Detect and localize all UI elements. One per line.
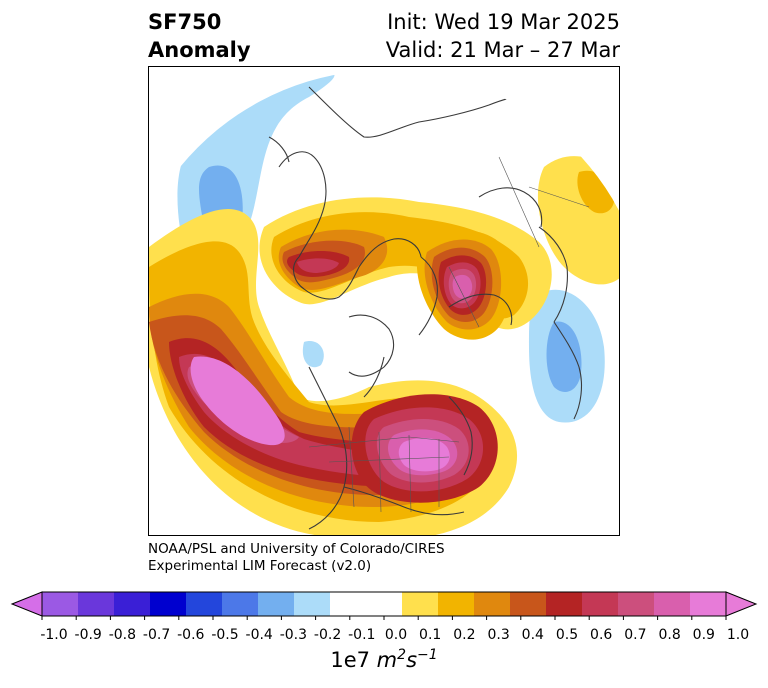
colorbar-swatch [42,592,79,616]
colorbar-swatch [186,592,223,616]
colorbar-swatch [330,592,367,616]
colorbar-tick-label: -0.1 [348,627,376,643]
units-prefix: 1e7 [330,648,370,672]
colorbar-swatch [258,592,295,616]
units-s: s [406,648,418,672]
colorbar-swatch [582,592,619,616]
colorbar-tick-label: -0.9 [74,627,102,643]
field-name: SF750 [148,10,222,34]
colorbar-tick-label: 0.4 [521,627,544,643]
colorbar-tick-label: -0.7 [142,627,171,643]
colorbar-swatch [546,592,583,616]
colorbar-tick-label: 0.2 [453,627,476,643]
colorbar-swatch [654,592,691,616]
credit-text: NOAA/PSL and University of Colorado/CIRE… [148,541,445,575]
colorbar-swatch [150,592,187,616]
colorbar-swatch [618,592,655,616]
pole-marker [380,297,390,307]
colorbar-swatch [438,592,475,616]
credit-line-2: Experimental LIM Forecast (v2.0) [148,558,372,574]
valid-range: Valid: 21 Mar – 27 Mar [385,38,620,62]
negative-anomaly-europe [529,289,605,423]
title-right: Init: Wed 19 Mar 2025 Valid: 21 Mar – 27… [386,8,620,64]
colorbar-swatch [510,592,547,616]
colorbar-tick-label: -0.8 [108,627,137,643]
political-borders [308,156,590,513]
units-m: m [376,648,398,672]
colorbar-swatch [402,592,439,616]
colorbar-swatch [690,592,727,616]
colorbar-tick-label: -0.6 [177,627,205,643]
negative-anomaly-arctic [302,341,324,368]
colorbar-swatch [474,592,511,616]
colorbar-tick-label: 0.0 [384,627,408,643]
colorbar-over-arrow [725,591,758,617]
title-left: SF750 Anomaly [148,8,251,64]
colorbar-swatch [366,592,403,616]
globe-disc [149,70,619,535]
colorbar-tick-label: 1.0 [726,627,750,643]
colorbar-tick-label: 0.7 [624,627,647,643]
colorbar-tick-label: -0.5 [211,627,239,643]
colorbar-tick-label: -0.3 [279,627,308,643]
colorbar-tick-label: 0.6 [590,627,613,643]
colorbar-tick-label: -0.4 [245,627,273,643]
colorbar-tick-label: 0.8 [658,627,681,643]
field-type: Anomaly [148,38,251,62]
colorbar-tick-label: -1.0 [40,627,68,643]
colorbar-swatch [114,592,151,616]
colorbar-tick-label: 0.3 [487,627,510,643]
map-panel [148,66,620,536]
colorbar-swatch [78,592,115,616]
colorbar-units: 1e7 m2s−1 [330,647,437,672]
colorbar-tick-label: -0.2 [313,627,342,643]
units-m-exp: 2 [397,647,407,663]
colorbar-swatch [294,592,331,616]
colorbar [10,591,758,620]
colorbar-under-arrow [10,591,43,617]
colorbar-tick-label: 0.9 [692,627,715,643]
positive-anomaly-east-us [351,394,498,503]
colorbar-tick-label: 0.5 [555,627,579,643]
colorbar-swatch [222,592,259,616]
units-s-exp: −1 [417,647,438,663]
credit-line-1: NOAA/PSL and University of Colorado/CIRE… [148,541,445,557]
anomaly-map [149,70,619,535]
init-date: Init: Wed 19 Mar 2025 [387,10,620,34]
colorbar-tick-label: 0.1 [419,627,442,643]
